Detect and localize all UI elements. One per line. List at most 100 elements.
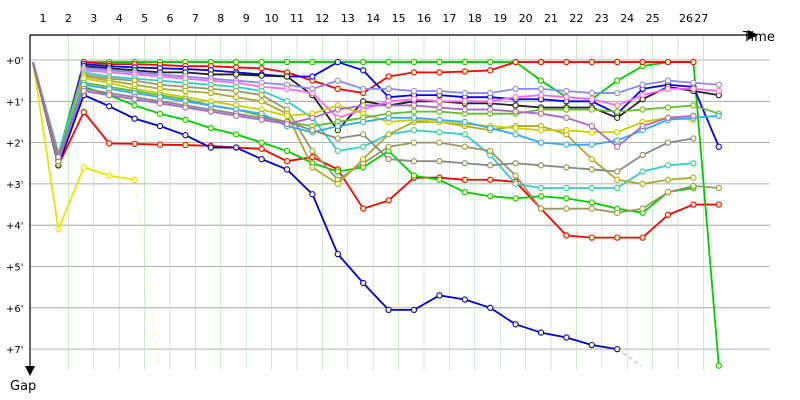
- data-point: [106, 103, 113, 110]
- data-point: [106, 140, 113, 147]
- data-point: [614, 108, 621, 115]
- data-point: [614, 129, 621, 136]
- data-point: [385, 197, 392, 204]
- data-point: [385, 58, 392, 66]
- data-point: [360, 143, 367, 150]
- data-point: [512, 108, 519, 115]
- data-point: [614, 89, 621, 97]
- data-point: [563, 195, 570, 202]
- series-dropline: [617, 348, 642, 366]
- data-point: [360, 155, 367, 163]
- data-point: [106, 91, 113, 99]
- data-point: [156, 110, 164, 117]
- x-tick-label: 20: [519, 12, 533, 25]
- data-point: [360, 85, 367, 93]
- data-point: [385, 143, 392, 150]
- data-point: [690, 102, 697, 109]
- data-point: [207, 144, 214, 151]
- data-point: [436, 129, 443, 136]
- data-point: [614, 176, 621, 183]
- data-point: [690, 135, 697, 142]
- data-point: [512, 172, 519, 179]
- data-point: [512, 195, 519, 202]
- data-point: [106, 172, 113, 179]
- data-point: [182, 87, 189, 95]
- data-point: [715, 362, 722, 369]
- data-point: [410, 58, 418, 66]
- series-line: [32, 61, 618, 350]
- data-point: [258, 155, 265, 163]
- y-axis-arrow: [25, 366, 35, 376]
- data-point: [588, 184, 595, 192]
- data-point: [461, 176, 468, 183]
- data-point: [207, 89, 214, 97]
- data-point: [410, 306, 418, 314]
- data-point: [385, 85, 392, 93]
- x-tick-label: 15: [392, 12, 406, 25]
- x-tick-label: 1: [40, 12, 47, 25]
- data-point: [588, 122, 595, 130]
- x-tick-label: 19: [493, 12, 507, 25]
- tick-labels: +0'+1'+2'+3'+4'+5'+6'+7'1 2 3 4 5 6 7 8 9 10 11 12 1…: [6, 12, 708, 356]
- data-point: [283, 120, 291, 128]
- data-point: [664, 139, 672, 146]
- data-point: [131, 140, 138, 147]
- data-point: [385, 114, 392, 121]
- series-line: [32, 61, 720, 161]
- data-point: [461, 89, 468, 97]
- y-tick-label: +6': [6, 304, 24, 315]
- data-point: [664, 189, 672, 196]
- data-point: [182, 104, 189, 111]
- data-point: [334, 122, 341, 130]
- data-point: [334, 147, 341, 155]
- data-point: [512, 94, 519, 101]
- data-point: [512, 131, 519, 138]
- data-point: [537, 162, 545, 169]
- data-point: [334, 250, 341, 258]
- data-point: [258, 58, 265, 66]
- data-point: [461, 143, 468, 150]
- data-point: [639, 234, 646, 241]
- data-point: [461, 106, 468, 113]
- data-point: [588, 96, 595, 103]
- data-point: [639, 168, 646, 175]
- data-point: [588, 205, 595, 212]
- data-point: [410, 96, 418, 103]
- data-point: [131, 96, 138, 103]
- data-point: [690, 160, 697, 167]
- data-point: [512, 58, 519, 66]
- data-point: [360, 279, 367, 287]
- data-point: [639, 122, 646, 130]
- data-point: [715, 87, 722, 95]
- data-point: [233, 144, 240, 151]
- data-point: [233, 58, 240, 66]
- data-point: [537, 110, 545, 117]
- data-point: [258, 98, 265, 105]
- y-tick-label: +5': [6, 263, 24, 274]
- x-tick-label: 25: [646, 12, 660, 25]
- data-point: [436, 292, 443, 299]
- data-point: [131, 115, 138, 122]
- data-point: [436, 87, 443, 95]
- data-point: [537, 193, 545, 200]
- series-lines: [32, 58, 722, 369]
- data-point: [614, 209, 621, 216]
- data-point: [283, 166, 291, 173]
- data-point: [360, 102, 367, 109]
- data-point: [588, 141, 595, 148]
- data-point: [487, 162, 494, 169]
- series-line: [32, 61, 719, 161]
- series-line: [32, 61, 719, 158]
- y-tick-label: +1': [6, 97, 24, 108]
- data-point: [309, 114, 316, 121]
- data-point: [487, 67, 494, 74]
- data-point: [461, 131, 468, 138]
- y-tick-label: +2': [6, 139, 24, 150]
- x-tick-label: 9: [243, 12, 250, 25]
- data-point: [309, 73, 316, 80]
- data-point: [588, 234, 595, 241]
- data-point: [614, 143, 621, 150]
- data-point: [283, 58, 291, 66]
- data-point: [436, 116, 443, 124]
- data-point: [410, 158, 418, 165]
